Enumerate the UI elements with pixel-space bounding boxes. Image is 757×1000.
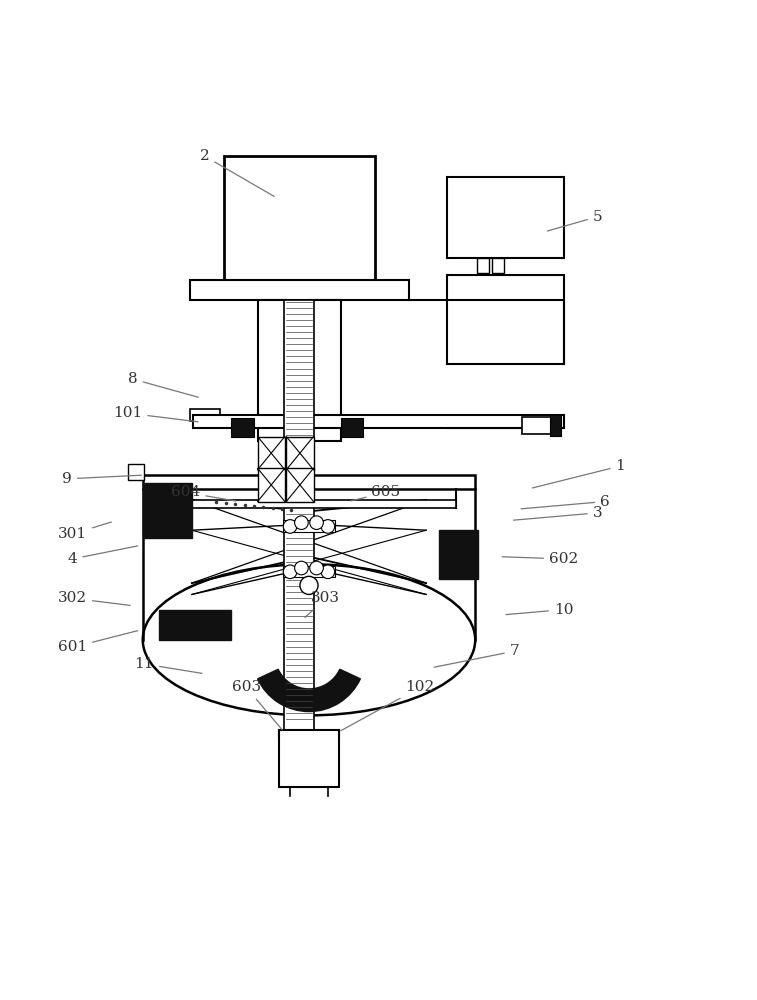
Text: 7: 7	[434, 644, 519, 667]
Text: 605: 605	[351, 485, 400, 501]
Bar	[223, 156, 375, 281]
Circle shape	[321, 520, 335, 533]
Bar	[143, 475, 475, 489]
Text: 101: 101	[113, 406, 198, 422]
Text: 102: 102	[341, 680, 435, 731]
Bar	[284, 300, 314, 738]
Text: 10: 10	[506, 603, 573, 617]
Text: 301: 301	[58, 522, 111, 541]
Bar	[162, 500, 456, 508]
Bar	[257, 468, 285, 502]
Text: 2: 2	[200, 149, 274, 196]
Bar	[310, 300, 341, 441]
Text: 8: 8	[128, 372, 198, 397]
Circle shape	[283, 520, 297, 533]
Circle shape	[300, 576, 318, 594]
Bar	[477, 258, 489, 273]
Circle shape	[294, 561, 308, 575]
Text: 601: 601	[58, 631, 138, 654]
Bar	[492, 258, 504, 273]
Bar	[522, 417, 553, 434]
Text: 4: 4	[67, 546, 138, 566]
Bar	[193, 415, 564, 428]
Text: 1: 1	[532, 459, 625, 488]
Wedge shape	[257, 669, 360, 712]
Text: 602: 602	[502, 552, 578, 566]
Bar	[143, 483, 192, 538]
Text: 5: 5	[547, 210, 603, 231]
Bar	[550, 415, 561, 436]
Text: 11: 11	[135, 657, 202, 673]
Text: 6: 6	[521, 495, 610, 509]
Bar	[257, 437, 285, 470]
Text: 302: 302	[58, 591, 130, 605]
Text: 3: 3	[513, 506, 603, 520]
Bar	[128, 464, 145, 480]
Bar	[279, 730, 339, 787]
Text: 303: 303	[305, 591, 340, 617]
Circle shape	[310, 561, 323, 575]
Text: 603: 603	[232, 680, 282, 730]
Bar	[189, 280, 409, 300]
Circle shape	[321, 565, 335, 579]
Bar	[231, 418, 254, 437]
Bar	[282, 520, 335, 532]
Bar	[447, 177, 564, 258]
Bar	[341, 418, 363, 437]
Bar	[286, 468, 313, 502]
Bar	[282, 566, 335, 577]
Bar	[257, 300, 288, 441]
Bar	[189, 409, 220, 421]
Bar	[160, 610, 231, 640]
Text: 9: 9	[62, 472, 142, 486]
Bar	[286, 437, 313, 470]
Circle shape	[294, 516, 308, 529]
Text: 604: 604	[171, 485, 236, 501]
Bar	[447, 275, 564, 364]
Circle shape	[283, 565, 297, 579]
Bar	[439, 530, 478, 579]
Circle shape	[310, 516, 323, 529]
